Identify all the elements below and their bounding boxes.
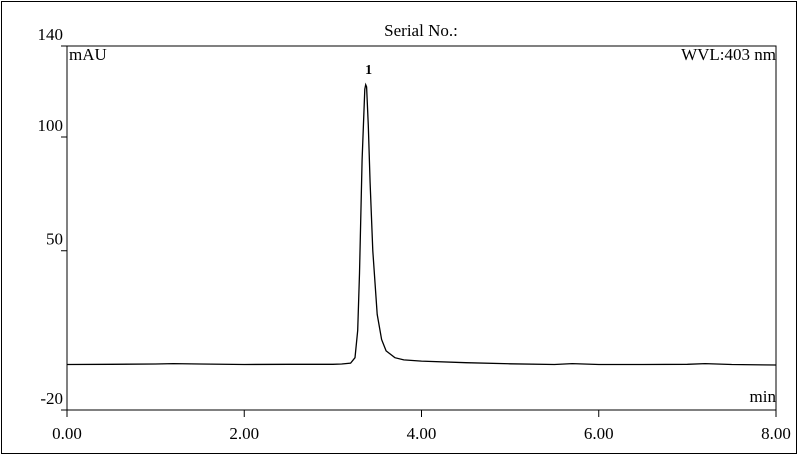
- y-tick-label: 100: [38, 116, 64, 135]
- signal-line: [66, 82, 777, 366]
- x-tick-label: 8.00: [761, 424, 791, 443]
- chart-title: Serial No.:: [384, 21, 458, 40]
- y-tick-label: 140: [38, 25, 64, 44]
- wavelength-label: WVL:403 nm: [681, 45, 776, 64]
- y-tick-label: -20: [40, 389, 63, 408]
- plot-area: [66, 45, 777, 411]
- x-tick-label: 2.00: [229, 424, 259, 443]
- x-tick-label: 0.00: [52, 424, 82, 443]
- y-tick-label: 50: [46, 230, 63, 249]
- y-axis-label: mAU: [69, 45, 107, 64]
- x-tick-label: 4.00: [407, 424, 437, 443]
- x-axis-label: min: [750, 387, 777, 406]
- x-tick-label: 6.00: [584, 424, 614, 443]
- peak-label: 1: [365, 63, 372, 78]
